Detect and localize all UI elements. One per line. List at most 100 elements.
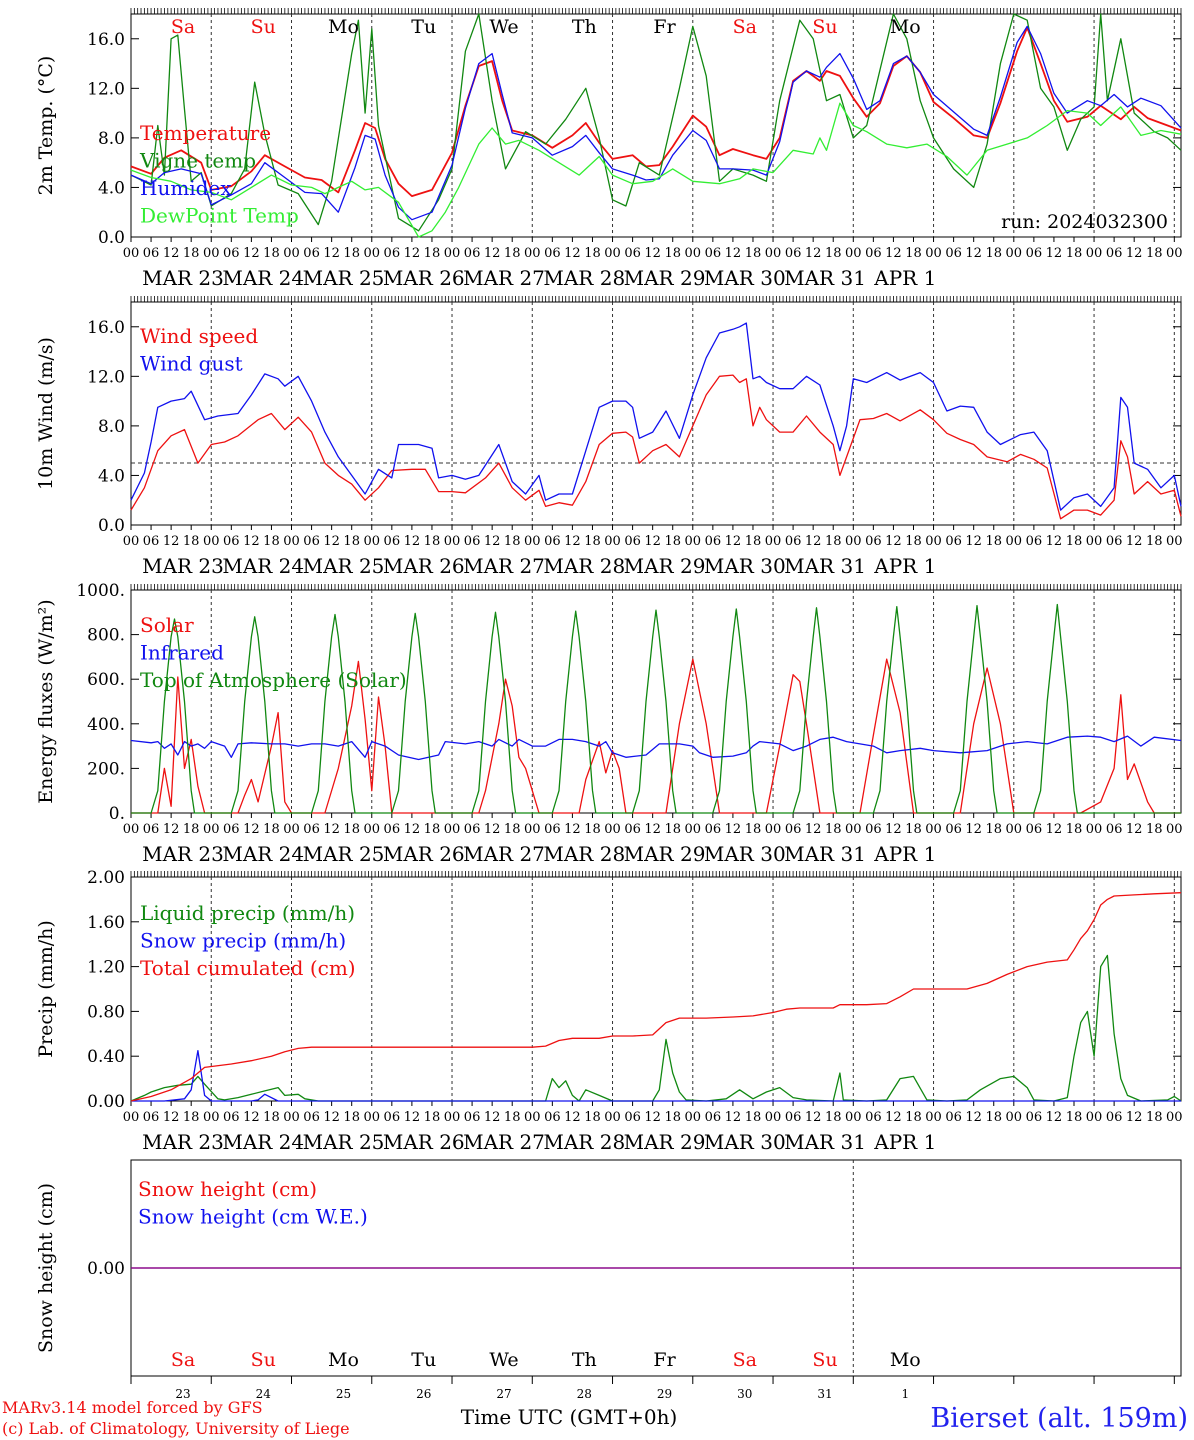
hour-tick-label: 00 — [765, 822, 782, 837]
legend-entry: Total cumulated (cm) — [140, 956, 356, 980]
hour-tick-label: 00 — [123, 246, 140, 261]
hour-tick-label: 18 — [985, 1110, 1002, 1125]
hour-tick-label: 06 — [1026, 534, 1043, 549]
hour-tick-label: 18 — [745, 534, 762, 549]
y-tick-label: 4.0 — [98, 466, 125, 486]
hour-tick-label: 00 — [524, 534, 541, 549]
hour-tick-label: 12 — [965, 534, 982, 549]
hour-tick-label: 06 — [303, 246, 320, 261]
legend-entry: Humidex — [140, 176, 232, 200]
hour-tick-label: 06 — [223, 246, 240, 261]
hour-tick-label: 18 — [504, 246, 521, 261]
hour-tick-label: 00 — [845, 1110, 862, 1125]
date-label: MAR 29 — [624, 554, 706, 578]
hour-tick-label: 12 — [323, 534, 340, 549]
hour-tick-label: 18 — [985, 822, 1002, 837]
weekday-label: Sa — [733, 16, 757, 38]
y-axis-title: Snow height (cm) — [35, 1183, 57, 1353]
hour-tick-label: 18 — [343, 246, 360, 261]
hour-tick-label: 00 — [1006, 822, 1023, 837]
weekday-label: Su — [812, 16, 837, 38]
legend-entry: DewPoint Temp — [140, 204, 299, 228]
hour-tick-label: 00 — [363, 534, 380, 549]
date-label: MAR 27 — [463, 842, 545, 866]
hour-tick-label: 18 — [1146, 1110, 1163, 1125]
y-tick-label: 400. — [87, 715, 125, 735]
hour-tick-label: 00 — [123, 1110, 140, 1125]
hour-tick-label: 18 — [424, 1110, 441, 1125]
hour-tick-label: 00 — [203, 822, 220, 837]
hour-tick-label: 06 — [1106, 1110, 1123, 1125]
date-label: MAR 28 — [543, 1130, 625, 1154]
weekday-label: Th — [572, 1349, 597, 1371]
weekday-label: Fr — [653, 16, 676, 38]
y-tick-label: 12.0 — [87, 367, 125, 387]
y-tick-label: 600. — [87, 670, 125, 690]
hour-tick-label: 12 — [805, 534, 822, 549]
hour-tick-label: 12 — [163, 534, 180, 549]
date-label: MAR 31 — [784, 266, 866, 290]
hour-tick-label: 12 — [1126, 822, 1143, 837]
y-tick-label: 0.00 — [87, 1092, 125, 1112]
hour-tick-label: 00 — [925, 246, 942, 261]
hour-tick-label: 12 — [725, 246, 742, 261]
hour-tick-label: 00 — [444, 1110, 461, 1125]
legend-entry: Infrared — [140, 641, 224, 665]
legend-entry: Wind gust — [140, 352, 243, 376]
hour-tick-label: 18 — [424, 246, 441, 261]
hour-tick-label: 12 — [243, 246, 260, 261]
hour-tick-label: 12 — [1046, 1110, 1063, 1125]
hour-tick-label: 18 — [664, 1110, 681, 1125]
hour-tick-label: 12 — [805, 822, 822, 837]
hour-tick-label: 18 — [263, 246, 280, 261]
hour-tick-label: 12 — [644, 534, 661, 549]
hour-tick-label: 00 — [1086, 534, 1103, 549]
date-label: MAR 26 — [383, 1130, 465, 1154]
hour-tick-label: 00 — [925, 1110, 942, 1125]
hour-tick-label: 00 — [845, 246, 862, 261]
hour-tick-label: 12 — [965, 246, 982, 261]
hour-tick-label: 00 — [524, 822, 541, 837]
hour-tick-label: 12 — [243, 1110, 260, 1125]
hour-tick-label: 18 — [745, 1110, 762, 1125]
day-number-label: 29 — [657, 1387, 672, 1401]
hour-tick-label: 06 — [143, 534, 160, 549]
date-label: MAR 23 — [142, 1130, 224, 1154]
hour-tick-label: 12 — [805, 246, 822, 261]
weekday-label: Sa — [171, 16, 195, 38]
hour-tick-label: 18 — [664, 534, 681, 549]
hour-tick-label: 12 — [885, 246, 902, 261]
hour-tick-label: 06 — [945, 1110, 962, 1125]
hour-tick-label: 00 — [604, 246, 621, 261]
legend-entry: Top of Atmosphere (Solar) — [140, 668, 407, 692]
series-line-infrared — [130, 735, 1182, 761]
weekday-label: Th — [572, 16, 597, 38]
date-label: MAR 31 — [784, 1130, 866, 1154]
hour-tick-label: 18 — [343, 1110, 360, 1125]
series-line-wind-speed — [130, 374, 1182, 520]
y-tick-label: 16.0 — [87, 30, 125, 50]
hour-tick-label: 18 — [424, 534, 441, 549]
y-tick-label: 200. — [87, 759, 125, 779]
hour-tick-label: 12 — [965, 1110, 982, 1125]
hour-tick-label: 12 — [564, 246, 581, 261]
hour-tick-label: 12 — [1046, 534, 1063, 549]
hour-tick-label: 12 — [885, 1110, 902, 1125]
hour-tick-label: 18 — [263, 534, 280, 549]
run-annotation: run: 2024032300 — [1001, 211, 1168, 233]
hour-tick-label: 18 — [1066, 246, 1083, 261]
date-label: MAR 31 — [784, 554, 866, 578]
y-axis-title: Energy fluxes (W/m²) — [35, 599, 57, 803]
hour-tick-label: 18 — [825, 246, 842, 261]
hour-tick-label: 06 — [464, 1110, 481, 1125]
hour-tick-label: 00 — [1166, 822, 1183, 837]
date-label: MAR 24 — [222, 1130, 304, 1154]
hour-tick-label: 18 — [504, 1110, 521, 1125]
date-label: MAR 28 — [543, 266, 625, 290]
hour-tick-label: 00 — [123, 822, 140, 837]
hour-tick-label: 00 — [1006, 246, 1023, 261]
hour-tick-label: 06 — [223, 534, 240, 549]
hour-tick-label: 18 — [905, 1110, 922, 1125]
day-number-label: 27 — [496, 1387, 511, 1401]
